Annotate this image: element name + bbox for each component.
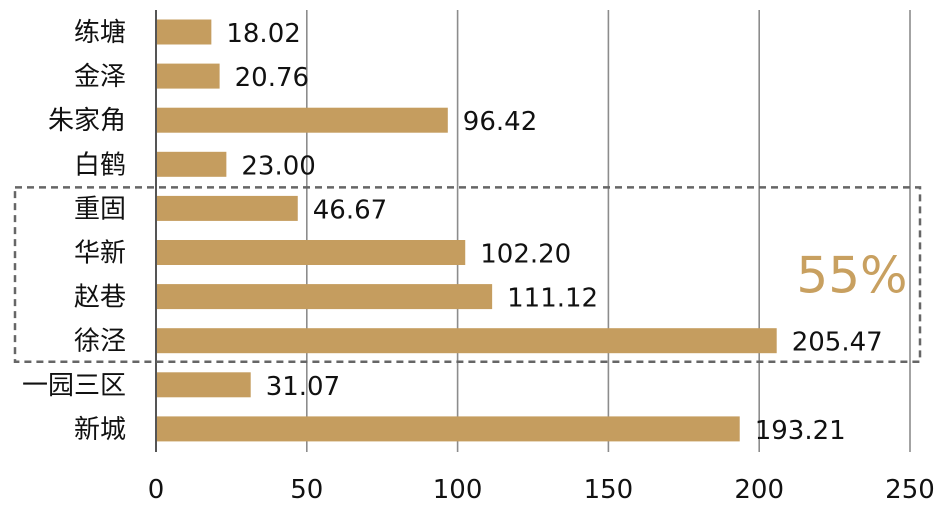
value-label: 111.12	[507, 284, 598, 314]
x-tick-label: 250	[885, 475, 935, 505]
bar	[157, 107, 448, 133]
value-label: 18.02	[226, 19, 300, 49]
category-label: 重固	[74, 194, 126, 224]
x-tick-label: 100	[433, 475, 483, 505]
category-label: 白鹤	[74, 150, 126, 180]
bar	[157, 416, 740, 442]
value-label: 193.21	[755, 416, 846, 446]
category-label: 赵巷	[74, 283, 126, 313]
x-tick-label: 200	[734, 475, 784, 505]
value-label: 31.07	[266, 372, 340, 402]
grid-lines	[155, 10, 911, 452]
value-label: 23.00	[241, 151, 315, 181]
value-label: 96.42	[463, 107, 537, 137]
category-label: 朱家角	[48, 106, 126, 136]
value-label: 205.47	[792, 328, 883, 358]
bar	[157, 195, 298, 221]
x-tick-label: 150	[584, 475, 634, 505]
category-label: 一园三区	[22, 371, 126, 401]
bar	[157, 284, 493, 310]
category-label: 金泽	[74, 62, 126, 92]
value-label: 46.67	[313, 195, 387, 225]
bar	[157, 328, 777, 354]
category-label: 徐泾	[74, 327, 126, 357]
bars	[157, 19, 777, 442]
bar	[157, 19, 212, 45]
x-tick-label: 50	[290, 475, 323, 505]
category-label: 新城	[74, 415, 126, 445]
category-label: 练塘	[74, 18, 126, 48]
category-label: 华新	[74, 239, 126, 269]
bar	[157, 63, 220, 89]
bar	[157, 240, 466, 265]
value-label: 102.20	[480, 240, 571, 270]
bar	[157, 151, 227, 177]
x-tick-label: 0	[148, 475, 165, 505]
value-labels: 18.02 20.76 96.42 23.00 46.67 102.20 111.12 205…	[226, 19, 882, 446]
bar	[157, 372, 251, 398]
highlight-label: 55%	[796, 247, 907, 305]
x-tick-labels: 0 50 100 150 200 250	[148, 475, 935, 505]
value-label: 20.76	[235, 63, 309, 93]
